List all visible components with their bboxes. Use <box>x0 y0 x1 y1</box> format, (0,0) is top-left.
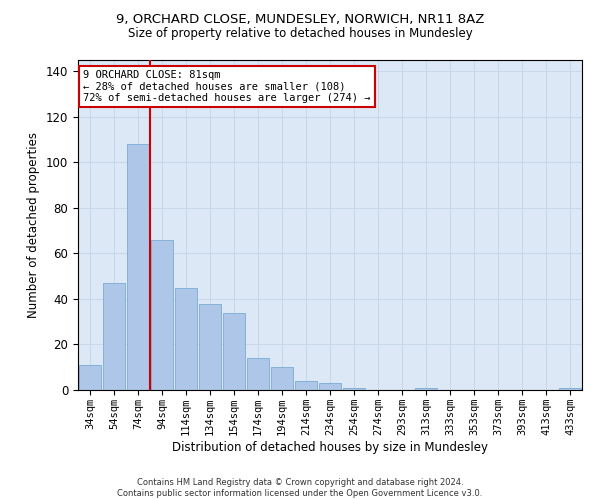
Bar <box>415 388 437 390</box>
Text: Size of property relative to detached houses in Mundesley: Size of property relative to detached ho… <box>128 28 472 40</box>
Bar <box>295 381 317 390</box>
X-axis label: Distribution of detached houses by size in Mundesley: Distribution of detached houses by size … <box>172 440 488 454</box>
Bar <box>559 388 581 390</box>
Y-axis label: Number of detached properties: Number of detached properties <box>28 132 40 318</box>
Bar <box>271 367 293 390</box>
Text: Contains HM Land Registry data © Crown copyright and database right 2024.
Contai: Contains HM Land Registry data © Crown c… <box>118 478 482 498</box>
Bar <box>103 283 125 390</box>
Bar <box>127 144 149 390</box>
Bar <box>247 358 269 390</box>
Bar <box>319 383 341 390</box>
Text: 9, ORCHARD CLOSE, MUNDESLEY, NORWICH, NR11 8AZ: 9, ORCHARD CLOSE, MUNDESLEY, NORWICH, NR… <box>116 12 484 26</box>
Bar <box>223 312 245 390</box>
Bar <box>175 288 197 390</box>
Text: 9 ORCHARD CLOSE: 81sqm
← 28% of detached houses are smaller (108)
72% of semi-de: 9 ORCHARD CLOSE: 81sqm ← 28% of detached… <box>83 70 371 103</box>
Bar <box>199 304 221 390</box>
Bar <box>79 365 101 390</box>
Bar <box>151 240 173 390</box>
Bar <box>343 388 365 390</box>
